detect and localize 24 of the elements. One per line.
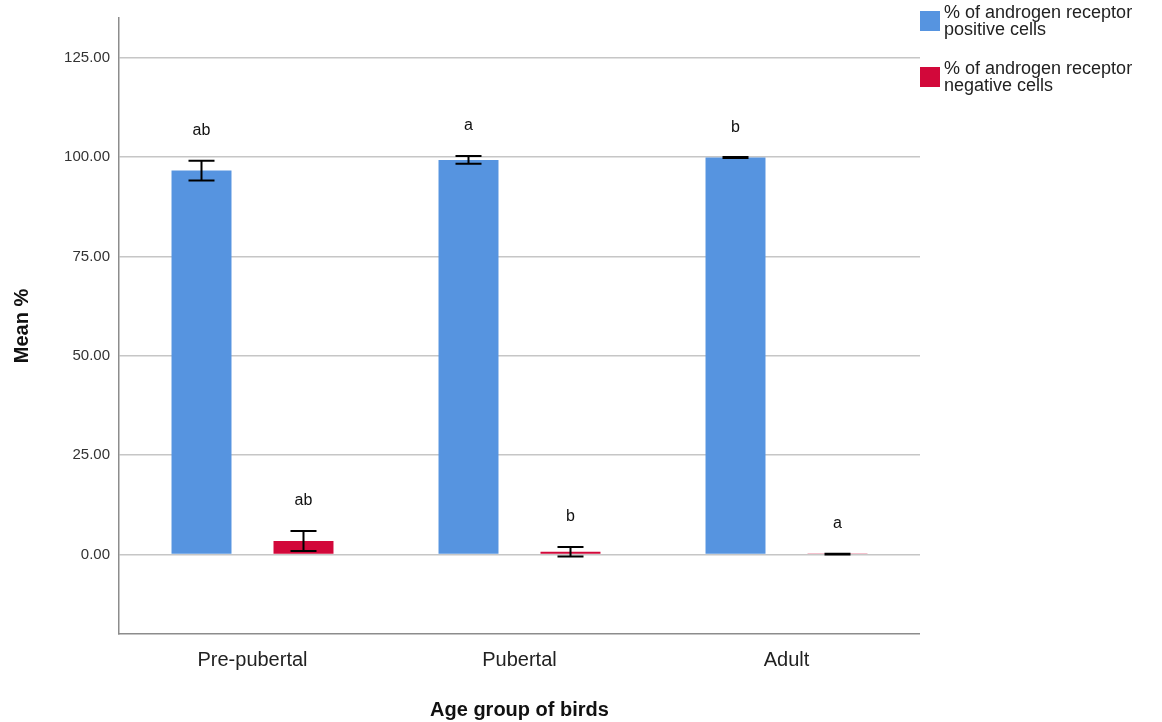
legend-label: % of androgen receptor positive cells bbox=[944, 2, 1134, 39]
bar bbox=[171, 170, 232, 554]
y-tick-label: 0.00 bbox=[80, 544, 110, 562]
x-tick-label: Pre-pubertal bbox=[197, 647, 308, 670]
data-label: a bbox=[833, 514, 843, 532]
bar bbox=[540, 551, 601, 554]
legend-label: % of androgen receptor negative cells bbox=[944, 58, 1134, 95]
y-tick-label: 125.00 bbox=[64, 47, 110, 65]
y-tick-label: 75.00 bbox=[72, 246, 110, 264]
data-label: a bbox=[464, 116, 474, 134]
data-label: ab bbox=[294, 491, 313, 509]
x-tick-label: Pubertal bbox=[482, 647, 557, 670]
x-tick-label: Adult bbox=[763, 647, 810, 670]
x-axis-title: Age group of birds bbox=[430, 697, 609, 720]
bar bbox=[273, 541, 334, 554]
data-label: ab bbox=[192, 121, 211, 139]
y-tick-label: 25.00 bbox=[72, 445, 110, 463]
y-tick-label: 50.00 bbox=[72, 345, 110, 363]
bar bbox=[438, 159, 499, 554]
data-label: b bbox=[731, 117, 741, 135]
y-axis-title: Mean % bbox=[9, 288, 32, 364]
data-label: b bbox=[566, 507, 576, 525]
bar bbox=[705, 157, 766, 554]
y-tick-label: 100.00 bbox=[64, 147, 110, 165]
